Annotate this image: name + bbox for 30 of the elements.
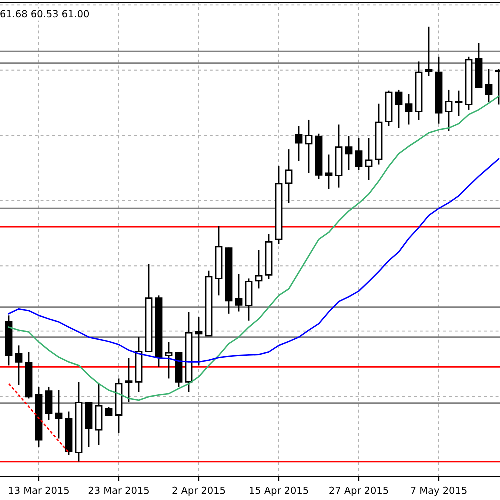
- candlestick: [45, 386, 53, 422]
- candlestick: [405, 94, 413, 126]
- candlestick: [365, 138, 373, 182]
- x-tick-label: 2 Apr 2015: [172, 486, 226, 496]
- candlestick: [125, 358, 133, 403]
- candlestick: [285, 148, 293, 204]
- candlestick: [445, 89, 453, 132]
- candlestick: [355, 138, 363, 172]
- candlestick: [235, 274, 243, 312]
- candlestick: [295, 126, 303, 162]
- x-tick-label: 15 Apr 2015: [250, 486, 308, 496]
- candlestick: [345, 136, 353, 172]
- candlestick: [255, 249, 263, 290]
- candlestick: [95, 383, 103, 446]
- candlestick: [425, 26, 433, 77]
- candlestick: [455, 90, 463, 118]
- x-tick-label: 27 Apr 2015: [330, 486, 388, 496]
- x-tick-label: 7 May 2015: [411, 486, 467, 496]
- candlestick: [305, 119, 313, 174]
- candlestick: [325, 154, 333, 190]
- candlestick: [165, 342, 173, 380]
- candlestick: [15, 344, 23, 386]
- text: 61.68 60.53 61.00: [0, 10, 90, 18]
- candlestick: [485, 68, 493, 104]
- x-tick-label: 23 Mar 2015: [88, 486, 149, 494]
- candlestick: [55, 390, 63, 440]
- x-tick-label: 13 Mar 2015: [9, 486, 69, 494]
- candlestick: [195, 316, 203, 366]
- candlestick: [245, 278, 253, 322]
- candlestick: [395, 89, 403, 129]
